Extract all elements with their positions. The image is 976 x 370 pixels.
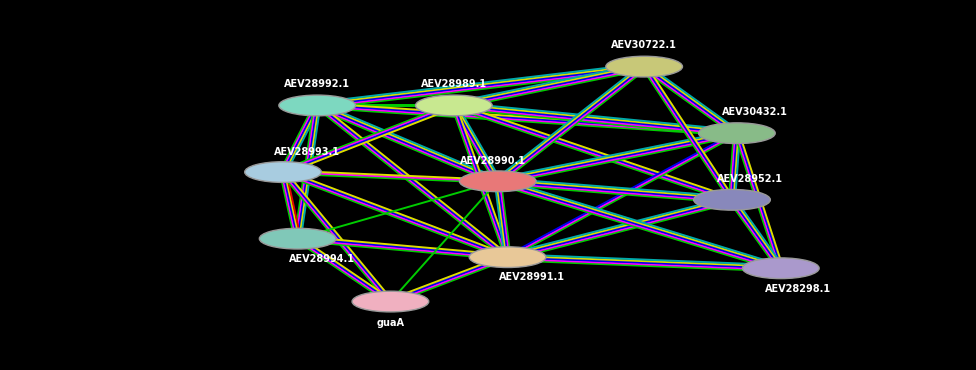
- Ellipse shape: [606, 56, 682, 77]
- Ellipse shape: [245, 162, 321, 182]
- Text: AEV28989.1: AEV28989.1: [421, 79, 487, 89]
- Text: AEV28992.1: AEV28992.1: [284, 79, 350, 89]
- Ellipse shape: [469, 247, 546, 268]
- Text: AEV28298.1: AEV28298.1: [765, 283, 832, 294]
- Text: AEV28994.1: AEV28994.1: [289, 254, 355, 264]
- Ellipse shape: [352, 291, 428, 312]
- Ellipse shape: [743, 258, 819, 279]
- Text: AEV28990.1: AEV28990.1: [460, 156, 526, 166]
- Text: AEV30432.1: AEV30432.1: [721, 107, 788, 117]
- Text: AEV28991.1: AEV28991.1: [499, 272, 565, 283]
- Ellipse shape: [260, 228, 336, 249]
- Text: AEV28993.1: AEV28993.1: [274, 147, 341, 157]
- Ellipse shape: [699, 123, 775, 144]
- Text: AEV30722.1: AEV30722.1: [611, 40, 677, 50]
- Ellipse shape: [416, 95, 492, 116]
- Ellipse shape: [279, 95, 355, 116]
- Text: AEV28952.1: AEV28952.1: [716, 174, 783, 185]
- Text: guaA: guaA: [377, 318, 404, 328]
- Ellipse shape: [694, 189, 770, 210]
- Ellipse shape: [460, 171, 536, 192]
